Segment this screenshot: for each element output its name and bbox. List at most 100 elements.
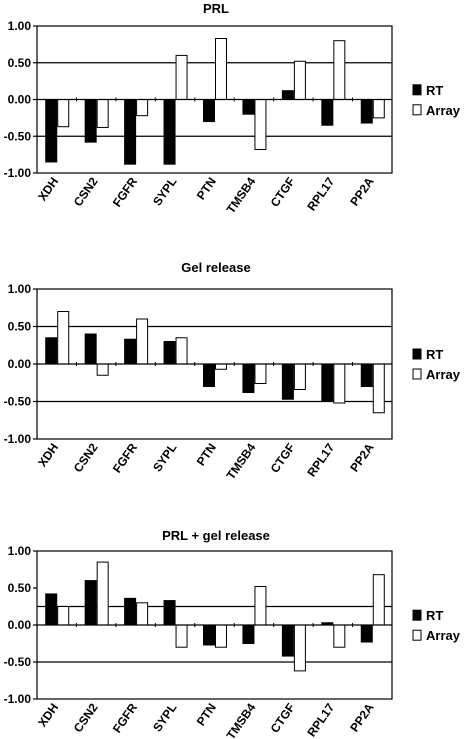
bar-rt-tmsb4 xyxy=(242,363,255,393)
y-tick-label: -1.00 xyxy=(4,432,32,446)
bar-array-ptn xyxy=(215,363,227,370)
x-tick-label: PTN xyxy=(194,441,219,469)
x-tick-label: PTN xyxy=(194,701,219,729)
bar-array-fgfr xyxy=(136,602,149,626)
x-tick-label: CSN2 xyxy=(71,700,101,735)
bar-array-tmsb4 xyxy=(254,99,267,150)
y-tick-label: -0.50 xyxy=(4,655,32,669)
bar-array-xdh xyxy=(57,99,70,128)
bar-rt-sypl xyxy=(163,600,176,626)
bar-rt-xdh xyxy=(45,99,58,163)
x-tick-label: FGFR xyxy=(110,174,140,209)
bar-array-pp2a xyxy=(372,574,385,626)
x-tick-label: TMSB4 xyxy=(224,700,259,739)
chart-title: PRL + gel release xyxy=(162,528,270,543)
bar-rt-pp2a xyxy=(360,99,373,124)
x-tick-label: PP2A xyxy=(347,174,377,208)
chart-title: Gel release xyxy=(181,260,250,275)
bar-array-ctgf xyxy=(293,363,306,390)
bar-array-fgfr xyxy=(136,99,149,117)
x-tick-label: TMSB4 xyxy=(224,440,259,482)
y-tick-label: 0.50 xyxy=(8,581,32,595)
bar-array-ctgf xyxy=(293,60,306,100)
bar-array-rpl17 xyxy=(333,624,346,648)
bar-array-csn2 xyxy=(96,363,109,376)
y-tick-label: 1.00 xyxy=(8,19,32,33)
y-tick-label: 0.00 xyxy=(8,618,32,632)
legend-label-rt: RT xyxy=(426,83,443,98)
bar-rt-pp2a xyxy=(360,363,373,387)
bar-rt-sypl xyxy=(163,341,176,365)
x-tick-label: FGFR xyxy=(110,700,140,735)
y-tick-label: 0.50 xyxy=(8,56,32,70)
y-tick-label: -1.00 xyxy=(4,692,32,706)
legend-swatch-rt xyxy=(412,84,422,96)
bar-rt-csn2 xyxy=(84,333,97,365)
bar-rt-ctgf xyxy=(281,363,294,400)
x-tick-label: PTN xyxy=(194,175,219,203)
x-tick-label: RPL17 xyxy=(304,174,337,213)
legend-label-array: Array xyxy=(426,628,461,643)
x-tick-label: RPL17 xyxy=(304,700,337,739)
legend-swatch-array xyxy=(412,368,422,380)
legend-swatch-rt xyxy=(412,609,422,621)
bar-rt-fgfr xyxy=(124,597,137,626)
bar-array-pp2a xyxy=(372,99,385,119)
bar-rt-xdh xyxy=(45,337,58,365)
bar-array-pp2a xyxy=(372,363,385,414)
x-tick-label: RPL17 xyxy=(304,440,337,479)
x-tick-label: PP2A xyxy=(347,440,377,474)
bar-rt-csn2 xyxy=(84,580,97,626)
x-tick-label: SYPL xyxy=(150,441,179,475)
legend: RT Array xyxy=(412,608,461,643)
bar-array-xdh xyxy=(57,606,70,626)
bar-array-tmsb4 xyxy=(254,586,267,626)
bar-array-csn2 xyxy=(96,561,109,626)
bar-array-csn2 xyxy=(96,99,109,128)
x-tick-label: CSN2 xyxy=(71,174,101,209)
legend-swatch-rt xyxy=(412,348,422,360)
y-tick-label: 1.00 xyxy=(8,544,32,558)
bar-array-ptn xyxy=(215,37,227,100)
y-tick-label: -0.50 xyxy=(4,129,32,143)
bar-array-ptn xyxy=(215,624,227,648)
bar-rt-csn2 xyxy=(84,99,97,143)
legend: RT Array xyxy=(412,347,461,382)
bar-rt-rpl17 xyxy=(321,99,334,126)
x-tick-label: TMSB4 xyxy=(224,174,259,216)
bar-rt-tmsb4 xyxy=(242,624,255,644)
bar-array-sypl xyxy=(175,337,188,365)
bar-rt-ptn xyxy=(203,363,215,387)
legend: RT Array xyxy=(412,83,461,118)
chart-title: PRL xyxy=(203,1,229,16)
x-tick-label: SYPL xyxy=(150,175,179,209)
y-tick-label: -1.00 xyxy=(4,166,32,180)
bar-array-fgfr xyxy=(136,318,149,365)
x-tick-label: PP2A xyxy=(347,700,377,734)
legend-swatch-array xyxy=(412,629,422,641)
bar-rt-fgfr xyxy=(124,99,137,165)
x-tick-label: SYPL xyxy=(150,701,179,735)
bar-rt-rpl17 xyxy=(321,363,334,402)
x-tick-label: CSN2 xyxy=(71,440,101,475)
legend-label-rt: RT xyxy=(426,347,443,362)
x-tick-label: CTGF xyxy=(268,441,298,476)
y-tick-label: 0.00 xyxy=(8,357,32,371)
x-tick-label: FGFR xyxy=(110,440,140,475)
bar-rt-fgfr xyxy=(124,338,137,365)
chart-panel-3: PRL + gel release 1.00 0.50 0.00 -0.50 -1.00X… xyxy=(4,528,461,739)
legend-label-array: Array xyxy=(426,367,461,382)
legend-label-rt: RT xyxy=(426,608,443,623)
bar-array-tmsb4 xyxy=(254,363,267,384)
bar-rt-ctgf xyxy=(281,90,294,100)
bar-rt-xdh xyxy=(45,593,58,626)
x-tick-label: CTGF xyxy=(268,175,298,210)
bar-rt-tmsb4 xyxy=(242,99,255,115)
bar-rt-pp2a xyxy=(360,624,373,643)
bar-array-sypl xyxy=(175,624,188,648)
x-tick-label: XDH xyxy=(35,441,61,470)
bar-rt-ctgf xyxy=(281,624,294,657)
bar-rt-ptn xyxy=(203,99,215,123)
